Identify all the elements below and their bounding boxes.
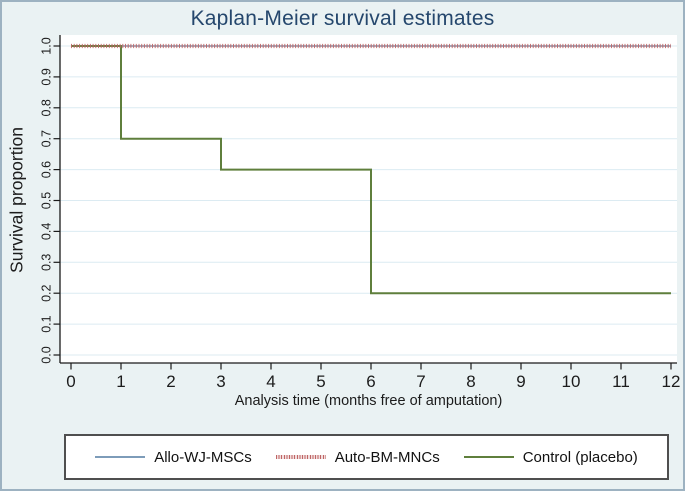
control-placebo-line-swatch-icon [463, 456, 514, 458]
legend-item-allo-wj-mscs: Allo-WJ-MSCs [95, 449, 252, 466]
x-tick-label: 8 [466, 372, 475, 391]
y-tick-label: 0.8 [39, 99, 53, 116]
y-tick-label: 0.7 [39, 130, 53, 147]
y-tick-label: 0.1 [39, 315, 53, 332]
x-tick-label: 1 [116, 372, 125, 391]
legend-label-auto-bm-mncs: Auto-BM-MNCs [334, 448, 440, 466]
x-tick-label: 0 [66, 372, 75, 391]
x-tick-label: 4 [266, 372, 275, 391]
x-tick-label: 7 [416, 372, 425, 391]
x-tick-label: 9 [516, 372, 525, 391]
legend-item-control-placebo: Control (placebo) [463, 448, 638, 466]
y-tick-label: 0.9 [39, 68, 53, 85]
plot-background [60, 35, 677, 363]
y-tick-label: 0.3 [39, 254, 53, 271]
y-tick-label: 0.2 [39, 284, 53, 301]
y-tick-label: 0.5 [39, 192, 53, 209]
x-tick-label: 10 [562, 372, 581, 391]
x-tick-label: 3 [216, 372, 225, 391]
x-tick-label: 6 [366, 372, 375, 391]
chart-title: Kaplan-Meier survival estimates [190, 7, 495, 30]
y-tick-label: 0.4 [39, 223, 53, 240]
legend-label-control-placebo: Control (placebo) [522, 448, 638, 466]
x-tick-label: 12 [662, 372, 681, 391]
series-line-Control (placebo) [71, 45, 671, 295]
x-tick-label: 11 [612, 372, 630, 391]
legend-box: Allo-WJ-MSCs Auto-BM-MNCs Control (place… [64, 434, 669, 480]
allo-wj-mscs-line-swatch-icon [95, 456, 146, 458]
y-tick-label: 0.6 [39, 161, 53, 178]
x-axis-title: Analysis time (months free of amputation… [234, 393, 503, 409]
legend-label-allo-wj-mscs: Allo-WJ-MSCs [154, 448, 252, 466]
y-tick-label: 1.0 [39, 37, 53, 54]
legend-item-auto-bm-mncs: Auto-BM-MNCs [275, 448, 440, 466]
x-tick-label: 5 [316, 372, 325, 391]
auto-bm-mncs-line-swatch-icon [275, 455, 326, 459]
x-tick-label: 2 [166, 372, 175, 391]
y-tick-label: 0.0 [39, 346, 53, 363]
